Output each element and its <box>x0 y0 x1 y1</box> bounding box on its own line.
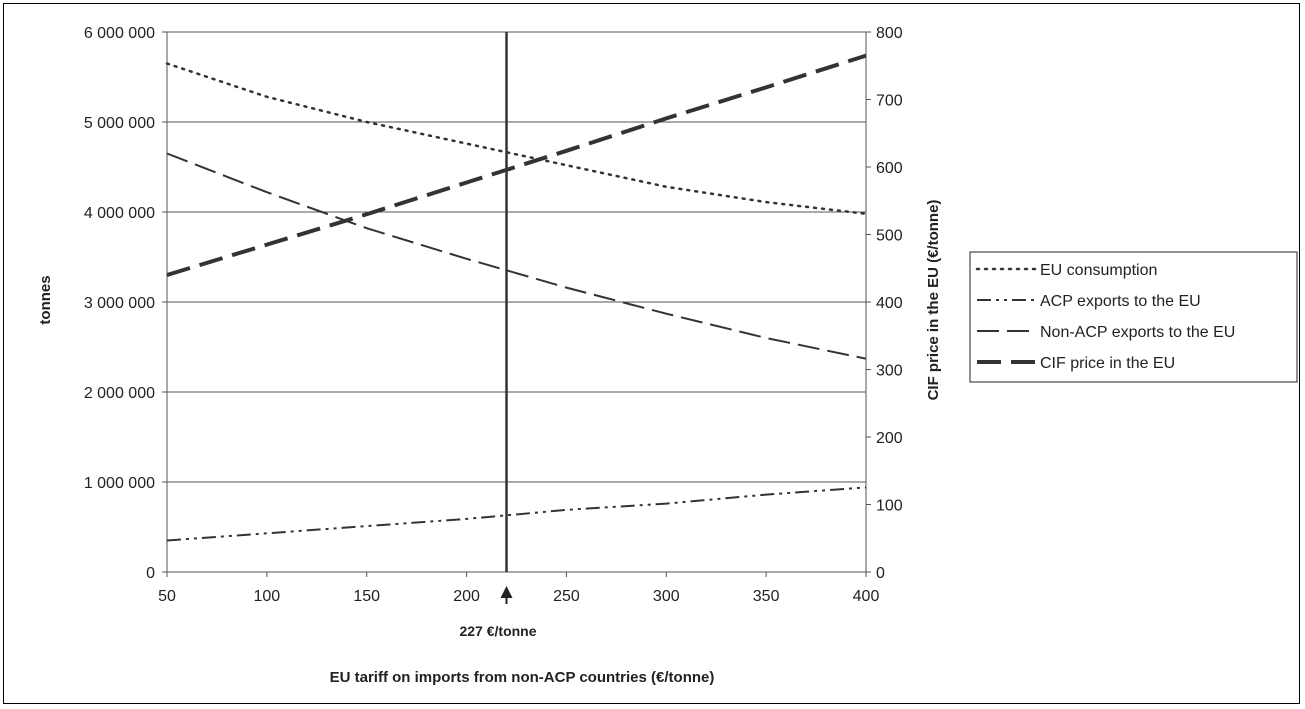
y2-tick-label: 100 <box>876 498 903 515</box>
y-tick-label: 5 000 000 <box>84 115 155 132</box>
series-line-acp-exports-to-the-eu <box>166 486 867 542</box>
series-line-cif-price-in-the-eu <box>166 53 867 277</box>
x-tick-label: 350 <box>753 588 780 605</box>
y-tick-label: 6 000 000 <box>84 25 155 42</box>
y2-tick-label: 400 <box>876 295 903 312</box>
y-tick-label: 0 <box>146 565 155 582</box>
legend-label: CIF price in the EU <box>1040 355 1175 372</box>
x-tick-label: 50 <box>158 588 176 605</box>
y2-tick-label: 600 <box>876 160 903 177</box>
y-axis-title: tonnes <box>37 275 54 324</box>
y-axis-ticks: 0 1 000 000 2 000 000 3 000 000 4 000 000 5 0… <box>84 25 167 582</box>
y2-tick-label: 0 <box>876 565 885 582</box>
legend: EU consumption ACP exports to the EU Non-A… <box>969 251 1298 383</box>
x-axis-ticks: 50 100 150 200 250 300 350 400 <box>158 572 879 605</box>
y2-tick-label: 300 <box>876 363 903 380</box>
x-tick-label: 300 <box>653 588 680 605</box>
y-tick-label: 1 000 000 <box>84 475 155 492</box>
tariff-marker <box>500 32 513 604</box>
legend-label: EU consumption <box>1040 262 1157 279</box>
y2-tick-label: 700 <box>876 93 903 110</box>
series-line-eu-consumption <box>165 62 868 216</box>
y2-axis-ticks: 0 100 200 300 400 500 600 700 800 <box>866 25 903 582</box>
legend-label: Non-ACP exports to the EU <box>1040 324 1235 341</box>
x-tick-label: 100 <box>254 588 281 605</box>
y-tick-label: 4 000 000 <box>84 205 155 222</box>
y2-axis-title: CIF price in the EU (€/tonne) <box>925 200 942 401</box>
x-tick-label: 250 <box>553 588 580 605</box>
y2-tick-label: 500 <box>876 228 903 245</box>
annotation-arrow-head <box>500 586 513 598</box>
series-line-non-acp-exports-to-the-eu <box>166 152 867 360</box>
y-tick-label: 2 000 000 <box>84 385 155 402</box>
gridlines <box>167 31 866 483</box>
x-tick-label: 150 <box>353 588 380 605</box>
y2-tick-label: 200 <box>876 430 903 447</box>
x-axis-title: EU tariff on imports from non-ACP countr… <box>330 669 715 686</box>
legend-label: ACP exports to the EU <box>1040 293 1201 310</box>
y2-tick-label: 800 <box>876 25 903 42</box>
x-tick-label: 400 <box>853 588 880 605</box>
series-lines <box>165 53 868 542</box>
annotation-label: 227 €/tonne <box>459 623 536 639</box>
x-tick-label: 200 <box>453 588 480 605</box>
y-tick-label: 3 000 000 <box>84 295 155 312</box>
